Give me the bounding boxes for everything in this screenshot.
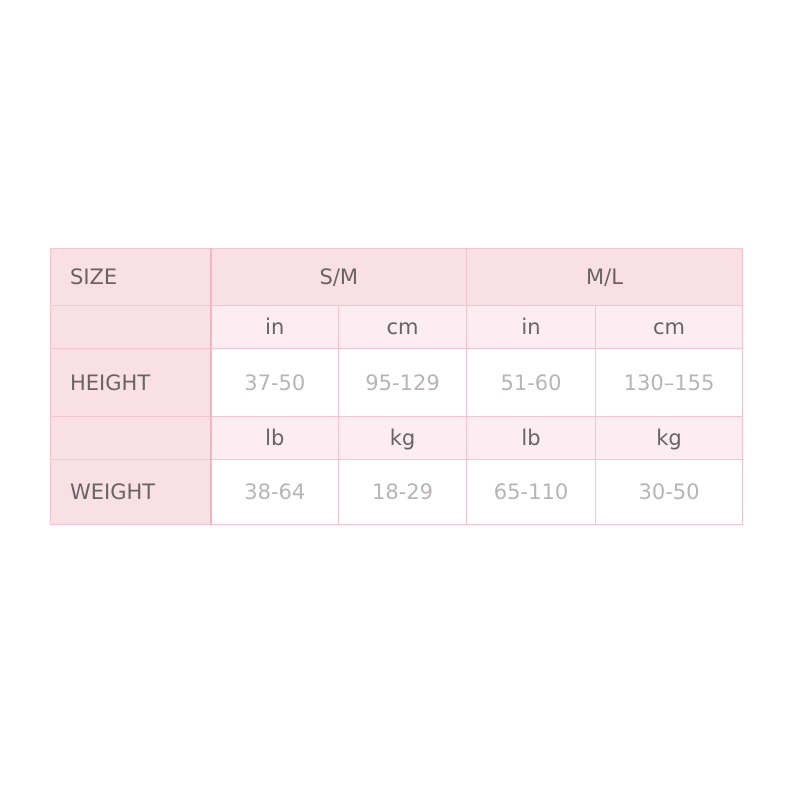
empty-cell [50, 416, 212, 460]
weight-units-row: lb kg lb kg [50, 416, 743, 460]
height-row: HEIGHT 37-50 95-129 51-60 130–155 [50, 348, 743, 417]
height-label: HEIGHT [50, 348, 212, 417]
size-label: SIZE [50, 248, 212, 306]
empty-cell [50, 305, 212, 349]
value-cell: 51-60 [466, 348, 596, 417]
value-cell: 65-110 [466, 459, 596, 525]
unit-cell: kg [595, 416, 743, 460]
unit-cell: lb [210, 416, 339, 460]
size-group-ml: M/L [466, 248, 743, 306]
unit-cell: lb [466, 416, 596, 460]
weight-label: WEIGHT [50, 459, 212, 525]
value-cell: 18-29 [338, 459, 467, 525]
size-group-sm: S/M [210, 248, 467, 306]
weight-row: WEIGHT 38-64 18-29 65-110 30-50 [50, 459, 743, 525]
value-cell: 30-50 [595, 459, 743, 525]
size-chart-table: SIZE S/M M/L in cm in cm HEIGHT 37-50 95… [50, 248, 743, 525]
height-units-row: in cm in cm [50, 305, 743, 349]
unit-cell: in [466, 305, 596, 349]
unit-cell: kg [338, 416, 467, 460]
unit-cell: cm [595, 305, 743, 349]
value-cell: 37-50 [210, 348, 339, 417]
unit-cell: in [210, 305, 339, 349]
value-cell: 38-64 [210, 459, 339, 525]
unit-cell: cm [338, 305, 467, 349]
value-cell: 95-129 [338, 348, 467, 417]
header-row: SIZE S/M M/L [50, 248, 743, 306]
value-cell: 130–155 [595, 348, 743, 417]
